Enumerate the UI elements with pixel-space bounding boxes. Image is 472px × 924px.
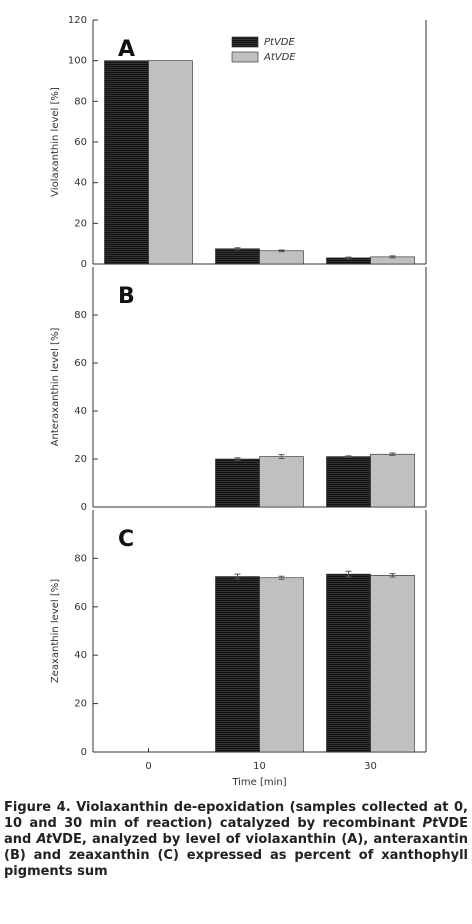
y-tick-label: 80 <box>74 310 87 321</box>
y-tick-label: 40 <box>74 178 87 189</box>
y-tick-label: 120 <box>68 15 87 26</box>
bar <box>370 453 415 508</box>
bar <box>326 456 371 508</box>
caption-part: At <box>36 832 53 847</box>
legend-swatch <box>231 36 259 48</box>
y-tick-label: 0 <box>81 747 87 758</box>
caption-part: Figure 4. Violaxanthin de-epoxidation (s… <box>4 800 468 831</box>
error-bar <box>389 573 396 578</box>
y-axis-label: Anteraxanthin level [%] <box>50 328 61 447</box>
y-tick-label: 0 <box>81 259 87 270</box>
panel-label: A <box>118 37 135 62</box>
bar <box>259 577 304 753</box>
y-tick-label: 40 <box>74 406 87 417</box>
legend-label: PtVDE <box>264 37 295 48</box>
legend-swatch <box>231 51 259 63</box>
error-bar <box>278 454 285 460</box>
x-tick-label: 0 <box>145 761 151 772</box>
panel-label: B <box>118 284 135 309</box>
x-axis-label: Time [min] <box>231 777 286 788</box>
y-axis-label: Violaxanthin level [%] <box>50 87 61 197</box>
bar <box>215 576 260 753</box>
error-bar <box>389 255 396 259</box>
y-tick-label: 100 <box>68 56 87 67</box>
error-bar <box>278 575 285 580</box>
error-bar <box>389 452 396 456</box>
caption-part: VDE, analyzed by level of violaxanthin (… <box>4 832 468 879</box>
caption: Figure 4. Violaxanthin de-epoxidation (s… <box>4 800 468 880</box>
bar <box>104 60 149 265</box>
bar <box>148 60 193 265</box>
error-bar <box>278 249 285 253</box>
error-bar <box>345 570 352 578</box>
bar <box>326 573 371 753</box>
error-bar <box>345 256 352 260</box>
y-tick-label: 80 <box>74 553 87 564</box>
error-bar <box>345 455 352 458</box>
bar <box>215 458 260 508</box>
y-tick-label: 0 <box>81 502 87 513</box>
panel-label: C <box>118 527 134 552</box>
y-tick-label: 20 <box>74 454 87 465</box>
y-tick-label: 20 <box>74 699 87 710</box>
caption-part: Pt <box>422 816 439 831</box>
y-axis-label: Zeaxanthin level [%] <box>50 579 61 683</box>
y-tick-label: 60 <box>74 137 87 148</box>
error-bar <box>234 573 241 580</box>
y-tick-label: 60 <box>74 602 87 613</box>
error-bar <box>234 457 241 461</box>
x-tick-label: 10 <box>253 761 266 772</box>
x-tick-label: 30 <box>364 761 377 772</box>
caption-part: VDE and <box>4 816 468 847</box>
legend-label: AtVDE <box>263 52 296 63</box>
bar <box>370 575 415 753</box>
bar <box>259 456 304 508</box>
bar <box>215 248 260 265</box>
y-tick-label: 40 <box>74 650 87 661</box>
y-tick-label: 60 <box>74 358 87 369</box>
bar <box>259 250 304 265</box>
error-bar <box>234 247 241 251</box>
y-tick-label: 80 <box>74 96 87 107</box>
y-tick-label: 20 <box>74 218 87 229</box>
